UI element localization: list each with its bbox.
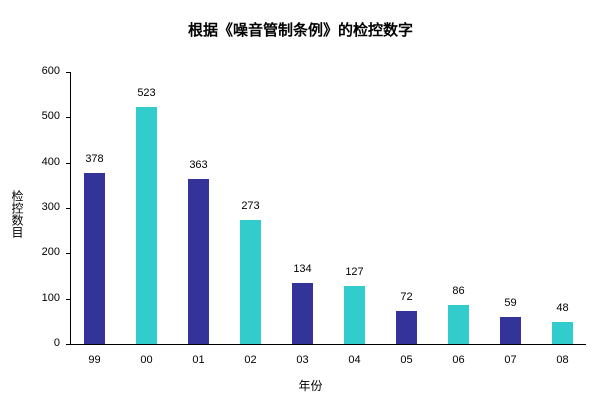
data-label: 523 <box>137 86 156 99</box>
bar-01 <box>188 179 209 344</box>
y-tick-label: 400 <box>41 155 60 168</box>
bar-00 <box>136 106 157 344</box>
data-label: 127 <box>345 266 364 279</box>
bar-06 <box>448 305 469 344</box>
x-tick-label: 07 <box>504 354 517 366</box>
y-tick-label: 600 <box>41 65 60 77</box>
y-tick <box>66 253 70 255</box>
data-label: 273 <box>241 200 260 213</box>
bar-99 <box>84 172 105 344</box>
y-tick <box>66 298 70 300</box>
y-tick-label: 300 <box>41 201 60 213</box>
x-tick-label: 04 <box>348 354 361 366</box>
y-tick <box>66 117 70 119</box>
data-label: 59 <box>504 297 517 310</box>
data-label: 378 <box>85 152 104 165</box>
data-label: 72 <box>400 291 413 304</box>
x-tick-label: 08 <box>556 354 569 366</box>
x-tick-label: 02 <box>244 354 257 366</box>
y-tick-label: 500 <box>41 110 60 123</box>
data-label: 86 <box>452 285 465 297</box>
x-tick-label: 03 <box>296 354 309 366</box>
data-label: 363 <box>189 159 208 172</box>
y-axis <box>70 72 71 344</box>
y-tick <box>66 72 70 73</box>
y-tick <box>66 162 70 164</box>
bar-04 <box>344 286 365 344</box>
bar-08 <box>552 322 573 344</box>
y-tick-label: 200 <box>41 246 60 259</box>
x-axis-label: 年份 <box>298 379 323 393</box>
x-tick-label: 05 <box>400 354 413 366</box>
y-tick <box>66 208 70 209</box>
y-tick-label: 0 <box>53 337 60 349</box>
data-label: 134 <box>293 263 312 276</box>
x-axis <box>70 344 586 345</box>
bar-03 <box>292 283 313 344</box>
x-tick-label: 99 <box>88 354 101 366</box>
y-tick-label: 100 <box>41 291 60 304</box>
bar-07 <box>500 317 521 344</box>
x-tick-label: 00 <box>140 354 153 366</box>
x-tick-label: 06 <box>452 354 465 366</box>
bar-05 <box>396 311 417 344</box>
bar-02 <box>240 220 261 344</box>
y-tick <box>66 344 70 345</box>
chart-title: 根据《噪音管制条例》的检控数字 <box>187 21 413 39</box>
y-axis-label: 检控数目 <box>10 190 24 238</box>
x-tick-label: 01 <box>192 354 205 366</box>
data-label: 48 <box>556 302 569 315</box>
